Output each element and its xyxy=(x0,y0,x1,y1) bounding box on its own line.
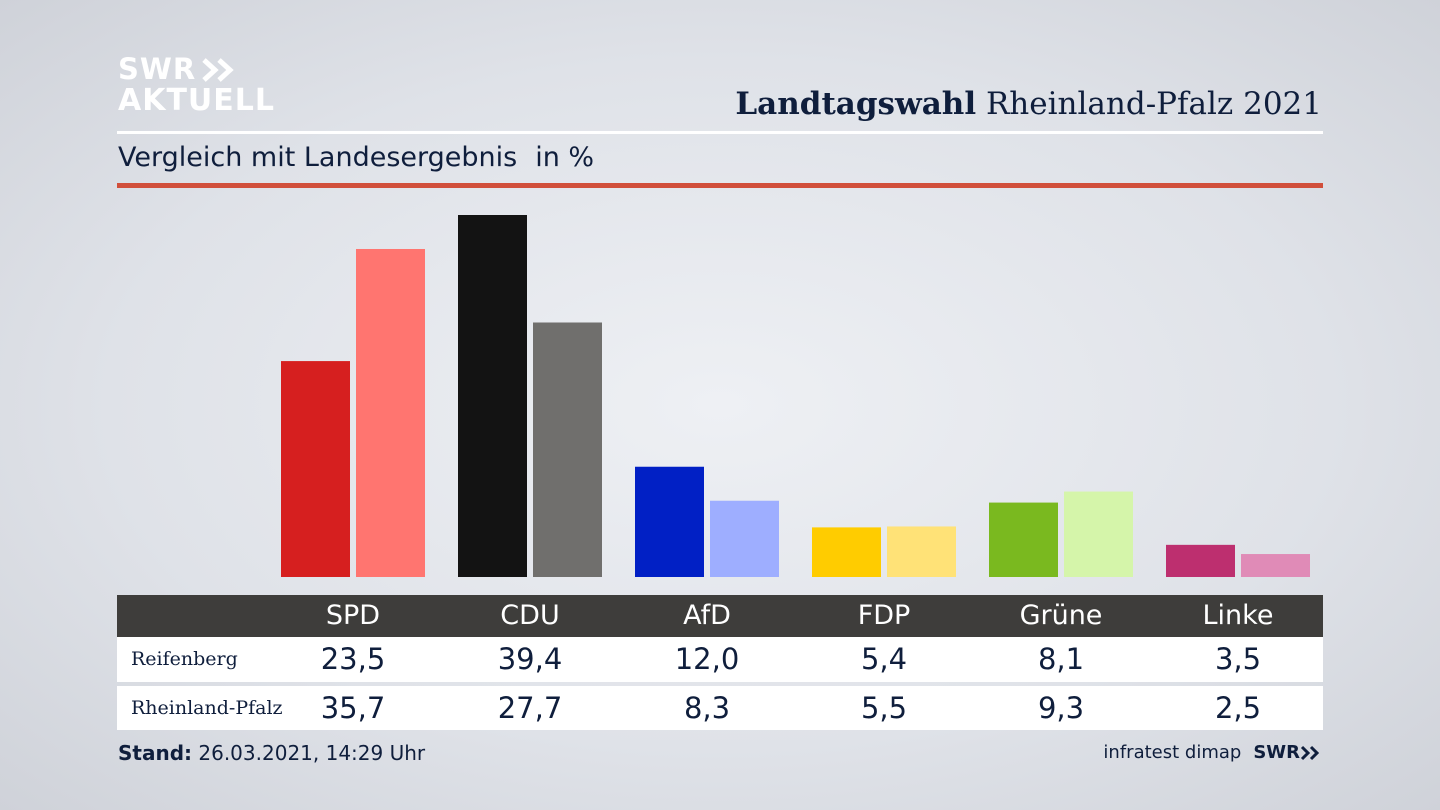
chart-subtitle: Vergleich mit Landesergebnis in % xyxy=(118,142,594,173)
results-table: SPD CDU AfD FDP Grüne Linke Reifenberg 23,5 39… xyxy=(117,595,1323,730)
value-afd: 8,3 xyxy=(683,691,731,725)
value-spd: 23,5 xyxy=(320,642,386,676)
bar-grüne-landesergebnis xyxy=(1064,491,1133,577)
bar-cdu-landesergebnis xyxy=(533,322,602,577)
page-title: Landtagswahl Rheinland-Pfalz 2021 xyxy=(735,86,1322,122)
column-header-grüne: Grüne xyxy=(1019,600,1103,631)
logo-swr: SWR xyxy=(118,52,197,86)
logo-aktuell: AKTUELL xyxy=(118,83,276,118)
value-linke: 3,5 xyxy=(1214,642,1262,676)
title-rest: Rheinland-Pfalz 2021 xyxy=(985,86,1322,122)
column-header-spd: SPD xyxy=(325,600,381,631)
table-row-reifenberg: Reifenberg 23,5 39,4 12,0 5,4 8,1 3,5 xyxy=(117,637,1323,682)
swr-aktuell-logo: SWR AKTUELL xyxy=(118,52,276,118)
row-label: Reifenberg xyxy=(131,648,238,670)
unit-label: in % xyxy=(535,142,595,173)
title-bold: Landtagswahl xyxy=(735,86,977,122)
double-chevron-icon xyxy=(1300,745,1320,760)
column-header-fdp: FDP xyxy=(857,600,911,631)
bar-fdp-reifenberg xyxy=(812,527,881,577)
column-header-linke: Linke xyxy=(1202,600,1274,631)
swr-brand: SWR xyxy=(1253,742,1322,763)
value-cdu: 39,4 xyxy=(497,642,563,676)
table-row-rheinland-pfalz: Rheinland-Pfalz 35,7 27,7 8,3 5,5 9,3 2,5 xyxy=(117,686,1323,730)
bar-spd-landesergebnis xyxy=(356,248,425,577)
value-grüne: 9,3 xyxy=(1037,691,1085,725)
bar-spd-reifenberg xyxy=(281,361,350,577)
value-fdp: 5,5 xyxy=(860,691,908,725)
value-fdp: 5,4 xyxy=(860,642,908,676)
value-cdu: 27,7 xyxy=(497,691,563,725)
value-afd: 12,0 xyxy=(674,642,740,676)
column-header-afd: AfD xyxy=(683,600,731,631)
row-label: Rheinland-Pfalz xyxy=(131,697,283,719)
title-divider xyxy=(117,131,1323,134)
bar-cdu-reifenberg xyxy=(458,215,527,577)
bar-afd-landesergebnis xyxy=(710,500,779,577)
source-credit: infratest dimap SWR xyxy=(1103,742,1322,763)
value-spd: 35,7 xyxy=(320,691,386,725)
bar-afd-reifenberg xyxy=(635,466,704,577)
table-header: SPD CDU AfD FDP Grüne Linke xyxy=(117,595,1323,637)
bar-linke-reifenberg xyxy=(1166,544,1235,577)
double-chevron-icon xyxy=(202,57,234,82)
subtitle-text: Vergleich mit Landesergebnis xyxy=(118,142,518,173)
column-header-cdu: CDU xyxy=(500,600,560,631)
swr-brand-text: SWR xyxy=(1253,742,1300,763)
source-label: infratest dimap xyxy=(1103,742,1242,763)
stand-value: 26.03.2021, 14:29 Uhr xyxy=(198,741,426,765)
subtitle-divider xyxy=(117,183,1323,188)
bar-grüne-reifenberg xyxy=(989,502,1058,577)
stand-label: Stand: xyxy=(118,741,193,765)
timestamp: Stand: 26.03.2021, 14:29 Uhr xyxy=(118,741,425,765)
value-linke: 2,5 xyxy=(1214,691,1262,725)
bar-linke-landesergebnis xyxy=(1241,554,1310,577)
bar-fdp-landesergebnis xyxy=(887,526,956,577)
value-grüne: 8,1 xyxy=(1037,642,1085,676)
